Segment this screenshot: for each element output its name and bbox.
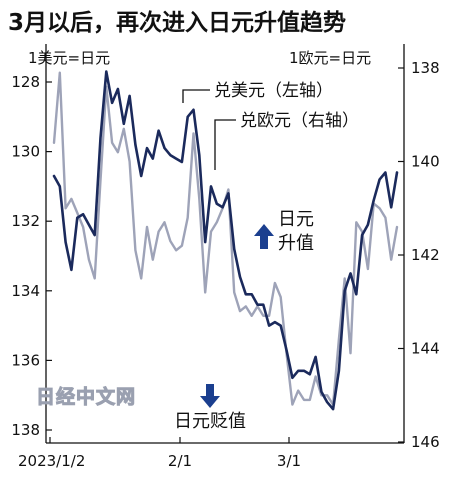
right-tick-label: 142 [411, 246, 440, 264]
plot-frame [45, 44, 405, 444]
right-axis: 138 140 142 144 146 [398, 59, 440, 451]
left-tick-label: 128 [11, 73, 40, 91]
yen-down-label: 日元贬值 [174, 411, 246, 432]
left-tick-label: 138 [11, 421, 40, 439]
left-tick-label: 134 [11, 282, 40, 300]
x-axis: 2023/1/2 2/1 3/1 [18, 437, 301, 470]
up-arrow-icon [254, 224, 274, 249]
usd-series-annotation: 兑美元（左轴） [182, 81, 333, 103]
usd-series-line [52, 70, 399, 411]
series-layer [52, 70, 399, 411]
yen-up-label-line2: 升值 [278, 233, 314, 254]
eur-leader-line [214, 119, 236, 170]
left-tick-label: 132 [11, 212, 40, 230]
left-axis-unit: 1美元=日元 [28, 49, 110, 67]
usd-series-label: 兑美元（左轴） [214, 81, 333, 101]
yen-appreciation-marker: 日元 升值 [254, 209, 314, 254]
right-tick-label: 138 [411, 59, 440, 77]
right-tick-label: 146 [411, 433, 440, 451]
left-axis: 128 130 132 134 136 138 [11, 73, 52, 439]
down-arrow-icon [200, 384, 220, 408]
yen-up-label-line1: 日元 [278, 209, 314, 230]
eur-series-label: 兑欧元（右轴） [240, 111, 359, 131]
eur-series-annotation: 兑欧元（右轴） [214, 111, 359, 170]
usd-leader-line [182, 89, 210, 103]
yen-depreciation-marker: 日元贬值 [174, 384, 246, 432]
right-tick-label: 140 [411, 153, 440, 171]
x-tick-label: 2023/1/2 [18, 452, 85, 470]
left-tick-label: 130 [11, 143, 40, 161]
x-tick-label: 3/1 [277, 452, 301, 470]
chart-title: 3月以后，再次进入日元升值趋势 [8, 9, 346, 36]
left-tick-label: 136 [11, 351, 40, 369]
x-tick-label: 2/1 [168, 452, 192, 470]
right-axis-unit: 1欧元=日元 [289, 49, 371, 67]
watermark: 日经中文网 [36, 385, 136, 408]
right-tick-label: 144 [411, 340, 440, 358]
